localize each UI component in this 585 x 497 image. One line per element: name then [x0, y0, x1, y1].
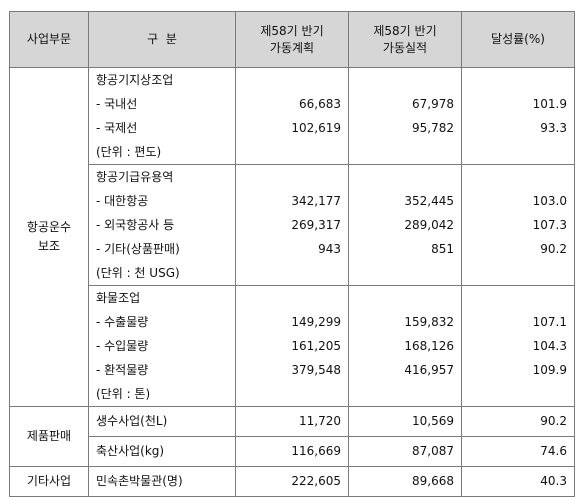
cargo-handling-row: 화물조업 - 수출물량 - 수입물량 - 환적물량 (단위 : 톤) 149,2…	[10, 285, 575, 407]
item-label: 민속촌박물관(명)	[96, 474, 183, 488]
header-actual: 제58기 반기 가동실적	[348, 11, 462, 68]
cargo-plan: 149,299 161,205 379,548	[235, 285, 349, 407]
plan-value: 66,683	[299, 97, 341, 111]
actual-value: 168,126	[404, 339, 454, 353]
fuel-supply-row: 항공기급유용역 - 대한항공 - 외국항공사 등 - 기타(상품판매) (단위 …	[10, 164, 575, 286]
header-dept: 사업부문	[9, 11, 89, 68]
plan-value: 342,177	[291, 194, 341, 208]
plan-value: 943	[318, 242, 341, 256]
header-actual-line1: 제58기 반기	[373, 23, 437, 38]
rate-value: 104.3	[532, 339, 567, 353]
item-label: - 환적물량	[96, 363, 149, 377]
rate-value: 103.0	[532, 194, 567, 208]
actual-value: 416,957	[404, 363, 454, 377]
header-row: 사업부문 구 분 제58기 반기 가동계획 제58기 반기 가동실적 달성률(%…	[9, 11, 575, 68]
actual-value: 10,569	[412, 414, 454, 428]
group-other-business: 기타사업	[9, 466, 89, 497]
actual-value: 851	[431, 242, 454, 256]
plan-value: 269,317	[291, 218, 341, 232]
item-label: 화물조업	[96, 291, 141, 305]
cargo-labels: 화물조업 - 수출물량 - 수입물량 - 환적물량 (단위 : 톤)	[88, 285, 236, 407]
group-products-label: 제품판매	[26, 429, 72, 443]
plan-value: 149,299	[291, 315, 341, 329]
rate-value: 93.3	[540, 121, 567, 135]
rate-value: 101.9	[532, 97, 567, 111]
item-label: - 국내선	[96, 97, 138, 111]
actual-value: 89,668	[412, 474, 454, 488]
ground-plan: 66,683 102,619	[235, 67, 349, 165]
rate-value: 107.1	[532, 315, 567, 329]
rate-value: 40.3	[540, 474, 567, 488]
group-aviation-support: 항공운수 보조	[9, 67, 89, 407]
unit-label: (단위 : 톤)	[96, 387, 151, 401]
item-label: 축산사업(kg)	[96, 444, 165, 458]
item-label: 항공기지상조업	[96, 73, 174, 87]
plan-value: 11,720	[299, 414, 341, 428]
supply-labels: 항공기급유용역 - 대한항공 - 외국항공사 등 - 기타(상품판매) (단위 …	[88, 164, 236, 286]
plan-value: 161,205	[291, 339, 341, 353]
plan-value: 102,619	[291, 121, 341, 135]
group-aviation-line1: 항공운수	[26, 220, 72, 234]
header-plan: 제58기 반기 가동계획	[235, 11, 349, 68]
supply-rate: 103.0 107.3 90.2	[461, 164, 575, 286]
item-label: - 대한항공	[96, 194, 149, 208]
museum-row: 기타사업 민속촌박물관(명) 222,605 89,668 40.3	[9, 466, 575, 497]
item-label: - 외국항공사 등	[96, 218, 175, 232]
ground-actual: 67,978 95,782	[348, 67, 462, 165]
item-label: - 국제선	[96, 121, 138, 135]
actual-value: 159,832	[404, 315, 454, 329]
plan-value: 116,669	[291, 444, 341, 458]
livestock-row: 축산사업(kg) 116,669 87,087 74.6	[10, 436, 575, 467]
performance-table: 사업부문 구 분 제58기 반기 가동계획 제58기 반기 가동실적 달성률(%…	[9, 11, 575, 497]
rate-value: 90.2	[540, 414, 567, 428]
item-label: - 수입물량	[96, 339, 149, 353]
header-category: 구 분	[88, 11, 236, 68]
actual-value: 289,042	[404, 218, 454, 232]
group-product-sales: 제품판매	[9, 406, 89, 467]
item-label: - 기타(상품판매)	[96, 242, 180, 256]
item-label: 항공기급유용역	[96, 170, 174, 184]
rate-value: 90.2	[540, 242, 567, 256]
rate-value: 107.3	[532, 218, 567, 232]
cargo-rate: 107.1 104.3 109.9	[461, 285, 575, 407]
ground-rate: 101.9 93.3	[461, 67, 575, 165]
rate-value: 74.6	[540, 444, 567, 458]
unit-label: (단위 : 천 USG)	[96, 266, 180, 280]
ground-handling-row: 항공운수 보조 항공기지상조업 - 국내선 - 국제선 (단위 : 편도) 66…	[9, 67, 575, 407]
supply-actual: 352,445 289,042 851	[348, 164, 462, 286]
ground-labels: 항공기지상조업 - 국내선 - 국제선 (단위 : 편도)	[88, 67, 236, 165]
item-label: 생수사업(천L)	[96, 414, 168, 428]
actual-value: 87,087	[412, 444, 454, 458]
group-aviation-line2: 보조	[37, 239, 61, 253]
unit-label: (단위 : 편도)	[96, 145, 162, 159]
header-plan-line2: 가동계획	[269, 40, 315, 55]
header-plan-line1: 제58기 반기	[260, 23, 324, 38]
plan-value: 222,605	[291, 474, 341, 488]
actual-value: 67,978	[412, 97, 454, 111]
item-label: - 수출물량	[96, 315, 149, 329]
group-other-label: 기타사업	[26, 474, 72, 488]
actual-value: 95,782	[412, 121, 454, 135]
header-rate: 달성률(%)	[461, 11, 575, 68]
water-row: 제품판매 생수사업(천L) 11,720 10,569 90.2	[9, 406, 575, 467]
rate-value: 109.9	[532, 363, 567, 377]
cargo-actual: 159,832 168,126 416,957	[348, 285, 462, 407]
actual-value: 352,445	[404, 194, 454, 208]
plan-value: 379,548	[291, 363, 341, 377]
header-actual-line2: 가동실적	[382, 40, 428, 55]
supply-plan: 342,177 269,317 943	[235, 164, 349, 286]
